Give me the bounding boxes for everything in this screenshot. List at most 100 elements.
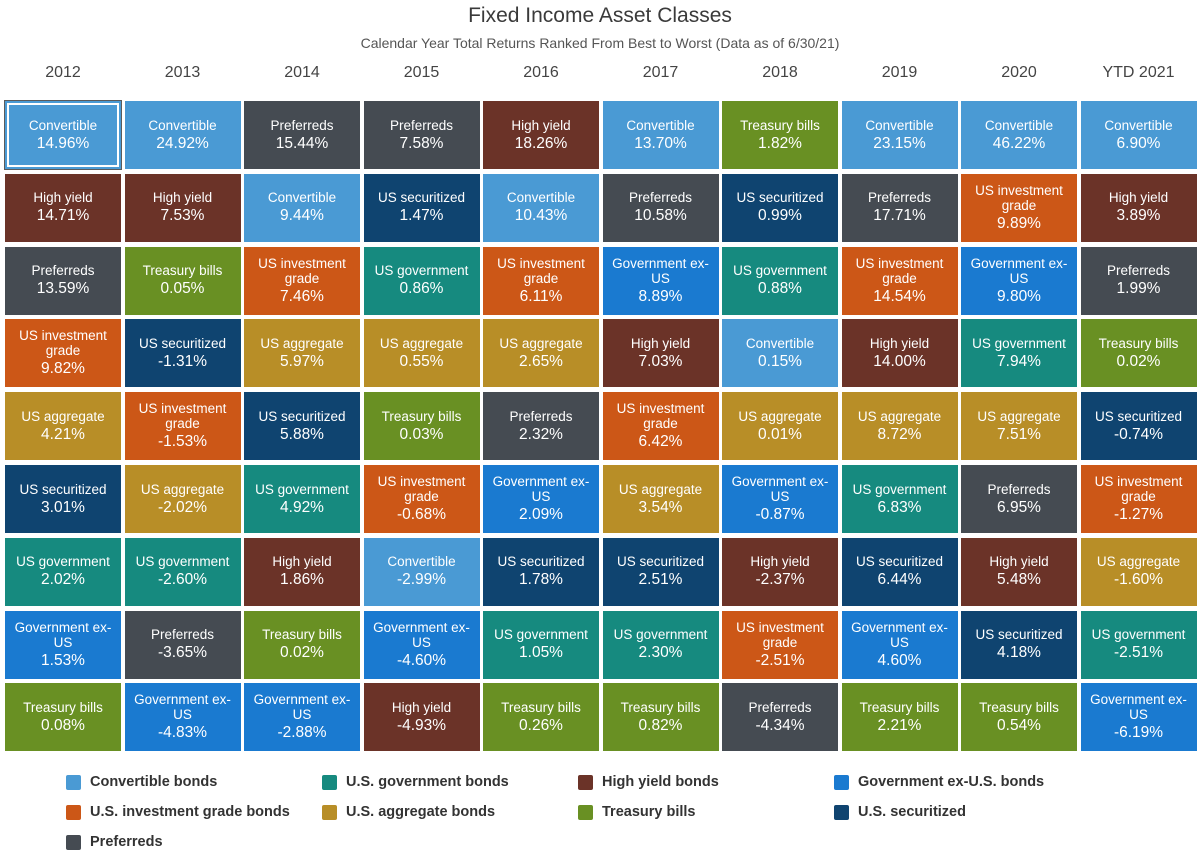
asset-cell[interactable]: Treasury bills 0.82% [602, 683, 719, 752]
asset-cell[interactable]: High yield 1.86% [244, 537, 360, 606]
asset-cell[interactable]: Preferreds -3.65% [124, 610, 241, 679]
asset-cell[interactable]: Convertible -2.99% [363, 537, 480, 606]
asset-cell[interactable]: US securitized -0.74% [1080, 392, 1197, 461]
asset-cell[interactable]: High yield 5.48% [961, 537, 1077, 606]
asset-cell[interactable]: Preferreds 13.59% [5, 246, 121, 315]
asset-name: US securitized [616, 554, 705, 570]
asset-cell[interactable]: US securitized -1.31% [124, 319, 241, 388]
asset-cell[interactable]: Preferreds -4.34% [722, 683, 838, 752]
asset-cell[interactable]: Treasury bills 2.21% [841, 683, 958, 752]
asset-cell[interactable]: High yield 3.89% [1080, 173, 1197, 242]
asset-name: Treasury bills [620, 699, 701, 715]
asset-cell[interactable]: Convertible 46.22% [961, 101, 1077, 169]
asset-cell[interactable]: Convertible 6.90% [1080, 101, 1197, 169]
asset-cell[interactable]: High yield 14.00% [841, 319, 958, 388]
asset-cell[interactable]: US aggregate -2.02% [124, 465, 241, 533]
asset-cell[interactable]: US aggregate 4.21% [5, 392, 121, 461]
asset-cell[interactable]: Government ex-US -2.88% [244, 683, 360, 752]
asset-cell[interactable]: US securitized 5.88% [244, 392, 360, 461]
asset-cell[interactable]: Convertible 0.15% [722, 319, 838, 388]
asset-cell[interactable]: Treasury bills 0.02% [1080, 319, 1197, 388]
asset-cell[interactable]: US government 2.02% [5, 537, 121, 606]
asset-cell[interactable]: US investment grade 9.89% [961, 173, 1077, 242]
asset-cell[interactable]: US securitized 6.44% [841, 537, 958, 606]
asset-name: Preferreds [270, 117, 334, 133]
asset-cell[interactable]: Convertible 9.44% [244, 173, 360, 242]
asset-cell[interactable]: US investment grade 14.54% [841, 246, 958, 315]
asset-cell[interactable]: High yield -2.37% [722, 537, 838, 606]
asset-cell[interactable]: US investment grade 9.82% [5, 319, 121, 388]
asset-cell[interactable]: US government 2.30% [602, 610, 719, 679]
asset-cell[interactable]: US securitized 0.99% [722, 173, 838, 242]
asset-cell[interactable]: US government -2.51% [1080, 610, 1197, 679]
asset-cell[interactable]: Government ex-US -6.19% [1080, 683, 1197, 752]
asset-cell[interactable]: US aggregate 7.51% [961, 392, 1077, 461]
asset-cell[interactable]: US government 0.88% [722, 246, 838, 315]
asset-name: US investment grade [855, 255, 944, 286]
asset-cell[interactable]: US securitized 3.01% [5, 465, 121, 533]
asset-cell[interactable]: Government ex-US -0.87% [722, 465, 838, 533]
asset-cell[interactable]: High yield 18.26% [483, 101, 599, 169]
asset-cell[interactable]: Government ex-US -4.83% [124, 683, 241, 752]
return-value: 10.58% [634, 207, 687, 225]
return-value: 0.99% [758, 207, 802, 225]
asset-name: Convertible [506, 190, 576, 206]
asset-cell[interactable]: Government ex-US 8.89% [602, 246, 719, 315]
asset-cell[interactable]: High yield 14.71% [5, 173, 121, 242]
asset-cell[interactable]: Preferreds 2.32% [483, 392, 599, 461]
asset-cell[interactable]: Government ex-US 9.80% [961, 246, 1077, 315]
asset-cell[interactable]: US government -2.60% [124, 537, 241, 606]
asset-cell[interactable]: US securitized 4.18% [961, 610, 1077, 679]
asset-cell[interactable]: Preferreds 1.99% [1080, 246, 1197, 315]
legend-label: U.S. government bonds [346, 774, 509, 790]
asset-cell[interactable]: US government 4.92% [244, 465, 360, 533]
asset-cell[interactable]: Convertible 14.96% [5, 101, 121, 169]
asset-cell[interactable]: Treasury bills 0.02% [244, 610, 360, 679]
asset-cell[interactable]: US government 7.94% [961, 319, 1077, 388]
asset-cell[interactable]: US investment grade -1.27% [1080, 465, 1197, 533]
asset-cell[interactable]: US government 0.86% [363, 246, 480, 315]
asset-cell[interactable]: Government ex-US 2.09% [483, 465, 599, 533]
asset-cell[interactable]: High yield 7.03% [602, 319, 719, 388]
asset-cell[interactable]: Government ex-US -4.60% [363, 610, 480, 679]
asset-cell[interactable]: Preferreds 10.58% [602, 173, 719, 242]
asset-cell[interactable]: Preferreds 15.44% [244, 101, 360, 169]
asset-cell[interactable]: US aggregate 5.97% [244, 319, 360, 388]
asset-cell[interactable]: US aggregate -1.60% [1080, 537, 1197, 606]
asset-cell[interactable]: Convertible 23.15% [841, 101, 958, 169]
asset-cell[interactable]: US investment grade -1.53% [124, 392, 241, 461]
asset-cell[interactable]: US investment grade -0.68% [363, 465, 480, 533]
asset-cell[interactable]: Treasury bills 0.03% [363, 392, 480, 461]
asset-cell[interactable]: US securitized 1.47% [363, 173, 480, 242]
asset-cell[interactable]: Government ex-US 1.53% [5, 610, 121, 679]
asset-cell[interactable]: Government ex-US 4.60% [841, 610, 958, 679]
asset-cell[interactable]: US securitized 2.51% [602, 537, 719, 606]
year-header: 2019 [881, 64, 918, 81]
asset-cell[interactable]: Convertible 24.92% [124, 101, 241, 169]
asset-cell[interactable]: US investment grade -2.51% [722, 610, 838, 679]
asset-cell[interactable]: US aggregate 3.54% [602, 465, 719, 533]
asset-cell[interactable]: Treasury bills 0.05% [124, 246, 241, 315]
asset-cell[interactable]: US government 1.05% [483, 610, 599, 679]
asset-cell[interactable]: US investment grade 6.42% [602, 392, 719, 461]
asset-cell[interactable]: Preferreds 17.71% [841, 173, 958, 242]
asset-cell[interactable]: Treasury bills 0.26% [483, 683, 599, 752]
asset-name: US aggregate [379, 335, 464, 351]
asset-cell[interactable]: US securitized 1.78% [483, 537, 599, 606]
asset-cell[interactable]: US aggregate 0.55% [363, 319, 480, 388]
asset-cell[interactable]: US aggregate 0.01% [722, 392, 838, 461]
asset-cell[interactable]: Convertible 10.43% [483, 173, 599, 242]
asset-cell[interactable]: Preferreds 6.95% [961, 465, 1077, 533]
asset-cell[interactable]: US investment grade 6.11% [483, 246, 599, 315]
asset-cell[interactable]: High yield -4.93% [363, 683, 480, 752]
asset-cell[interactable]: US investment grade 7.46% [244, 246, 360, 315]
asset-cell[interactable]: US aggregate 2.65% [483, 319, 599, 388]
asset-cell[interactable]: Treasury bills 0.08% [5, 683, 121, 752]
asset-cell[interactable]: US aggregate 8.72% [841, 392, 958, 461]
asset-cell[interactable]: Treasury bills 0.54% [961, 683, 1077, 752]
asset-cell[interactable]: Treasury bills 1.82% [722, 101, 838, 169]
asset-cell[interactable]: Preferreds 7.58% [363, 101, 480, 169]
asset-cell[interactable]: US government 6.83% [841, 465, 958, 533]
asset-cell[interactable]: High yield 7.53% [124, 173, 241, 242]
asset-cell[interactable]: Convertible 13.70% [602, 101, 719, 169]
